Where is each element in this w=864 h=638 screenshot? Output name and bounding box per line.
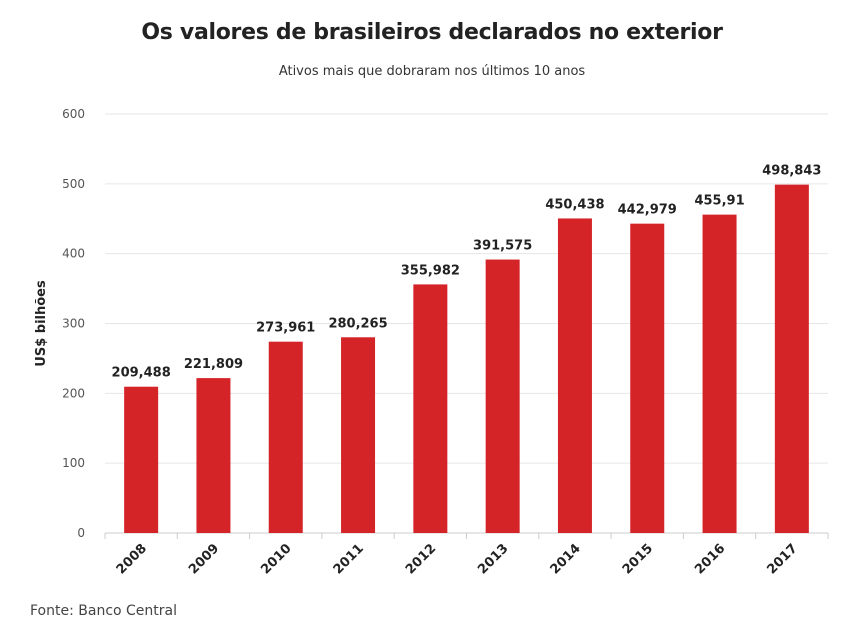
data-label: 221,809 <box>184 357 243 372</box>
data-label: 280,265 <box>328 316 387 331</box>
x-tick-label: 2017 <box>764 541 800 577</box>
x-tick-label: 2010 <box>258 541 294 577</box>
x-tick-label: 2014 <box>548 541 584 577</box>
x-tick-label: 2011 <box>331 541 367 577</box>
bar-2015 <box>630 223 665 533</box>
bar-2013 <box>485 259 520 533</box>
y-tick-label: 200 <box>62 386 85 400</box>
x-tick-label: 2008 <box>114 541 150 577</box>
y-tick-label: 300 <box>62 317 85 331</box>
bar-2008 <box>124 386 159 533</box>
x-tick-label: 2013 <box>475 541 511 577</box>
data-label: 209,488 <box>112 366 171 381</box>
y-tick-label: 400 <box>62 247 85 261</box>
y-tick-label: 0 <box>77 526 85 540</box>
data-label: 442,979 <box>618 203 677 218</box>
data-label: 391,575 <box>473 239 532 254</box>
data-label: 450,438 <box>545 197 604 212</box>
bar-2017 <box>774 184 809 534</box>
data-label: 455,91 <box>694 194 744 209</box>
data-label: 498,843 <box>762 164 821 179</box>
bar-2010 <box>268 341 303 533</box>
x-tick-label: 2015 <box>620 541 656 577</box>
y-axis-title: US$ bilhões <box>34 280 49 367</box>
chart-title: Os valores de brasileiros declarados no … <box>141 20 723 45</box>
x-tick-label: 2009 <box>186 541 222 577</box>
source-note: Fonte: Banco Central <box>30 603 178 619</box>
bar-2014 <box>557 218 592 533</box>
data-label: 273,961 <box>256 321 315 336</box>
x-tick-label: 2012 <box>403 541 439 577</box>
chart-subtitle: Ativos mais que dobraram nos últimos 10 … <box>278 64 586 79</box>
x-tick-label: 2016 <box>692 541 728 577</box>
bar-2011 <box>341 337 376 533</box>
y-tick-label: 100 <box>62 456 85 470</box>
y-tick-label: 600 <box>62 107 85 121</box>
bar-2016 <box>702 214 737 533</box>
bar-2009 <box>196 378 231 533</box>
bar-2012 <box>413 284 448 533</box>
y-tick-label: 500 <box>62 177 85 191</box>
data-label: 355,982 <box>401 263 460 278</box>
